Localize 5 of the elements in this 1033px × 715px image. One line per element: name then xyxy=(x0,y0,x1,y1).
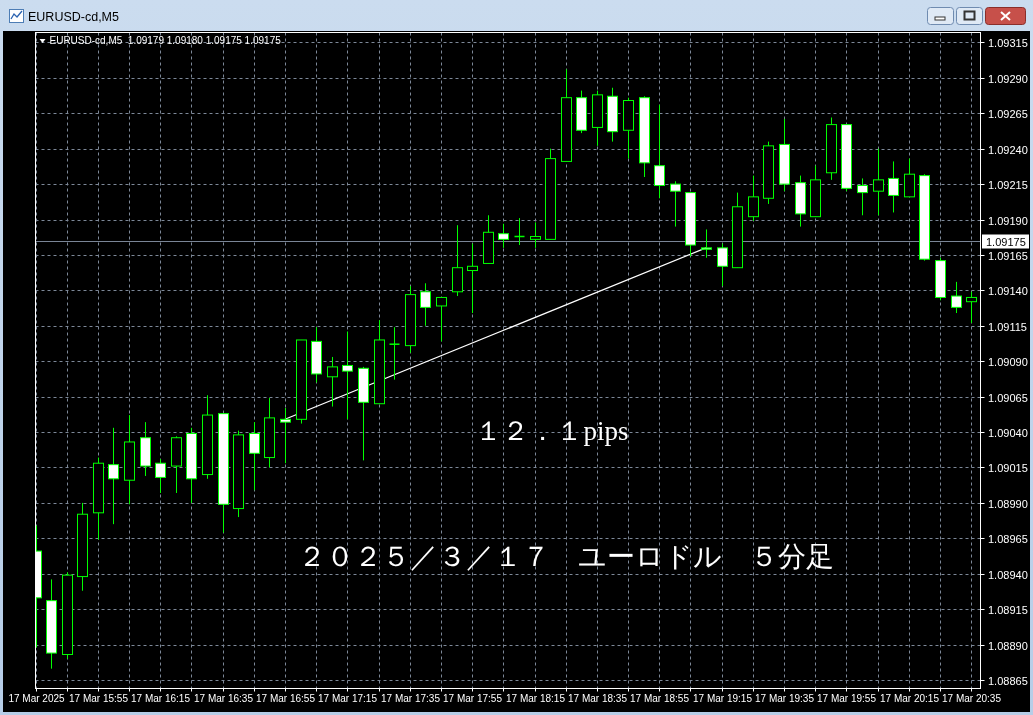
annotation: ２０２５／３／１７ ユーロドル ５分足 xyxy=(298,541,834,572)
annotation: １２．１pips xyxy=(475,416,629,446)
ref-line-label: 1.09175 xyxy=(986,235,1026,248)
subtitle: EURUSD-cd,M5 1.09179 1.09180 1.09175 1.09175 xyxy=(49,35,281,46)
title: EURUSD-cd,M5 xyxy=(28,10,119,24)
